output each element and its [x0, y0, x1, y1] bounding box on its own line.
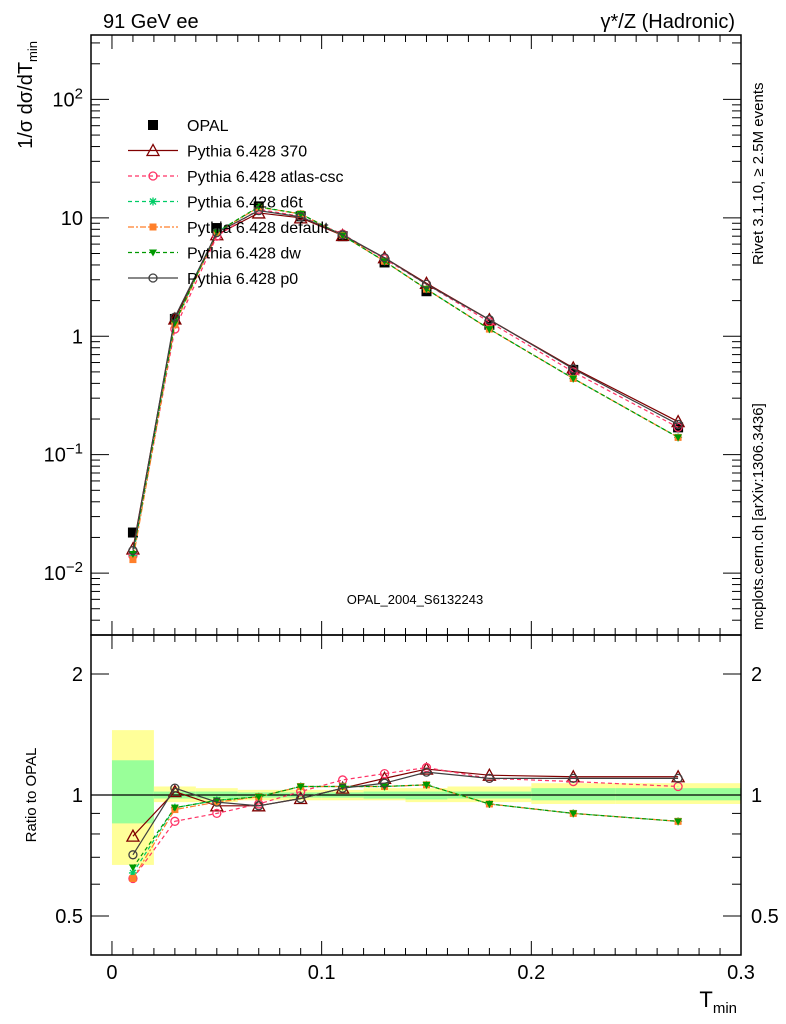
- mcplots-label: mcplots.cern.ch [arXiv:1306.3436]: [750, 403, 767, 630]
- data-point-p370: [482, 767, 497, 781]
- data-point-dw: [485, 326, 494, 334]
- legend-marker-dw: [149, 249, 157, 257]
- data-point-opal: [568, 364, 579, 375]
- y-tick-label: 10: [61, 208, 83, 230]
- data-point-atlas: [170, 816, 180, 826]
- y-tick-label: 0.5: [55, 906, 83, 928]
- data-point-atlas: [673, 422, 683, 433]
- legend-marker-atlas: [148, 171, 158, 181]
- data-point-p0: [421, 767, 432, 777]
- data-point-p0: [379, 253, 390, 263]
- data-point-dw: [674, 818, 683, 826]
- x-tick-label: 0.3: [727, 962, 755, 984]
- analysis-id-label: OPAL_2004_S6132243: [347, 592, 483, 607]
- data-point-d6t: [128, 868, 137, 877]
- y-tick-label-right: 2: [751, 664, 762, 686]
- y-axis-label: 1/σ dσ/dTmin: [15, 41, 40, 149]
- data-point-p0: [296, 793, 306, 804]
- x-tick-label: 0.2: [517, 962, 545, 984]
- main-plot: 10−2 10−1 1 10 102 1/σ dσ/dTmin: [15, 34, 742, 636]
- data-point-p0: [254, 206, 264, 216]
- series-line-dw: [132, 206, 679, 555]
- data-point-p0: [170, 783, 180, 793]
- uncertainty-band-inner: [531, 788, 616, 801]
- data-point-dw: [569, 375, 578, 383]
- data-point-p0: [337, 783, 348, 793]
- data-point-dw: [674, 434, 683, 442]
- data-point-p0: [212, 227, 222, 238]
- legend-label-atlas: Pythia 6.428 atlas-csc: [187, 169, 344, 186]
- y-tick-label: 2: [72, 664, 83, 686]
- series-line-atlas: [132, 766, 679, 879]
- data-point-dw: [254, 793, 263, 801]
- ratio-plot: 0 0.1 0.2 0.3 0.5 0.5 1 1 2 2 Ratio to OPAL Tmin: [23, 634, 779, 1017]
- data-point-default: [129, 556, 137, 564]
- x-axis-label: Tmin: [699, 987, 737, 1017]
- data-point-opal: [127, 527, 138, 538]
- data-point-dw: [128, 864, 137, 872]
- y-tick-label: 102: [52, 85, 83, 111]
- uncertainty-band-inner: [111, 760, 154, 824]
- legend: OPAL Pythia 6.428 370 Pythia 6.428 atlas-c…: [128, 118, 344, 288]
- data-point-dw: [170, 319, 179, 327]
- legend-label-dw: Pythia 6.428 dw: [187, 246, 301, 263]
- data-point-p0: [296, 212, 306, 222]
- data-point-dw: [569, 810, 578, 818]
- data-point-p0: [254, 801, 264, 811]
- data-point-p0: [421, 279, 432, 289]
- data-point-p0: [212, 797, 222, 807]
- legend-label-opal: OPAL: [187, 118, 229, 135]
- data-point-p0: [568, 364, 578, 374]
- uncertainty-band-inner: [615, 788, 741, 801]
- y-tick-label: 10−2: [44, 559, 83, 585]
- data-point-p0: [484, 315, 495, 325]
- x-tick-label: 0: [106, 962, 117, 984]
- data-point-p0: [673, 419, 683, 430]
- legend-marker-default: [149, 223, 157, 231]
- legend-label-d6t: Pythia 6.428 d6t: [187, 195, 303, 212]
- y-axis-label: Ratio to OPAL: [23, 748, 40, 843]
- legend-label-p0: Pythia 6.428 p0: [187, 271, 298, 288]
- data-point-atlas: [379, 769, 390, 779]
- data-point-p0: [568, 773, 578, 784]
- y-tick-label: 10−1: [44, 441, 83, 467]
- series-line-p0: [132, 771, 679, 856]
- y-tick-label: 1: [72, 326, 83, 348]
- data-point-p0: [128, 545, 138, 556]
- header-right-label: γ*/Z (Hadronic): [601, 11, 735, 33]
- y-tick-label: 1: [72, 785, 83, 807]
- x-tick-label: 0.1: [308, 962, 336, 984]
- data-point-p0: [673, 773, 683, 784]
- legend-label-default: Pythia 6.428 default: [187, 220, 329, 237]
- data-point-dw: [170, 804, 179, 812]
- y-tick-label-right: 1: [751, 785, 762, 807]
- data-point-p0: [379, 778, 390, 788]
- legend-marker-d6t: [149, 197, 157, 206]
- legend-marker-opal: [148, 120, 158, 130]
- legend-marker-p0: [148, 273, 158, 283]
- legend-marker-p370: [145, 143, 161, 157]
- y-tick-label-right: 0.5: [751, 906, 779, 928]
- data-point-dw: [485, 800, 494, 808]
- header-left-label: 91 GeV ee: [103, 11, 199, 33]
- series-line-dw: [132, 784, 679, 868]
- data-point-p0: [128, 850, 138, 860]
- data-point-atlas: [568, 776, 578, 787]
- legend-label-p370: Pythia 6.428 370: [187, 144, 307, 161]
- data-point-default: [129, 874, 137, 882]
- data-point-dw: [422, 781, 431, 789]
- data-point-atlas: [212, 808, 222, 819]
- data-point-p0: [170, 312, 180, 322]
- data-point-p0: [337, 230, 348, 240]
- series-line-p0: [132, 210, 679, 551]
- data-point-p370: [125, 828, 141, 842]
- data-point-p0: [484, 773, 495, 784]
- rivet-version-label: Rivet 3.1.10, ≥ 2.5M events: [750, 83, 767, 266]
- data-point-dw: [296, 783, 305, 791]
